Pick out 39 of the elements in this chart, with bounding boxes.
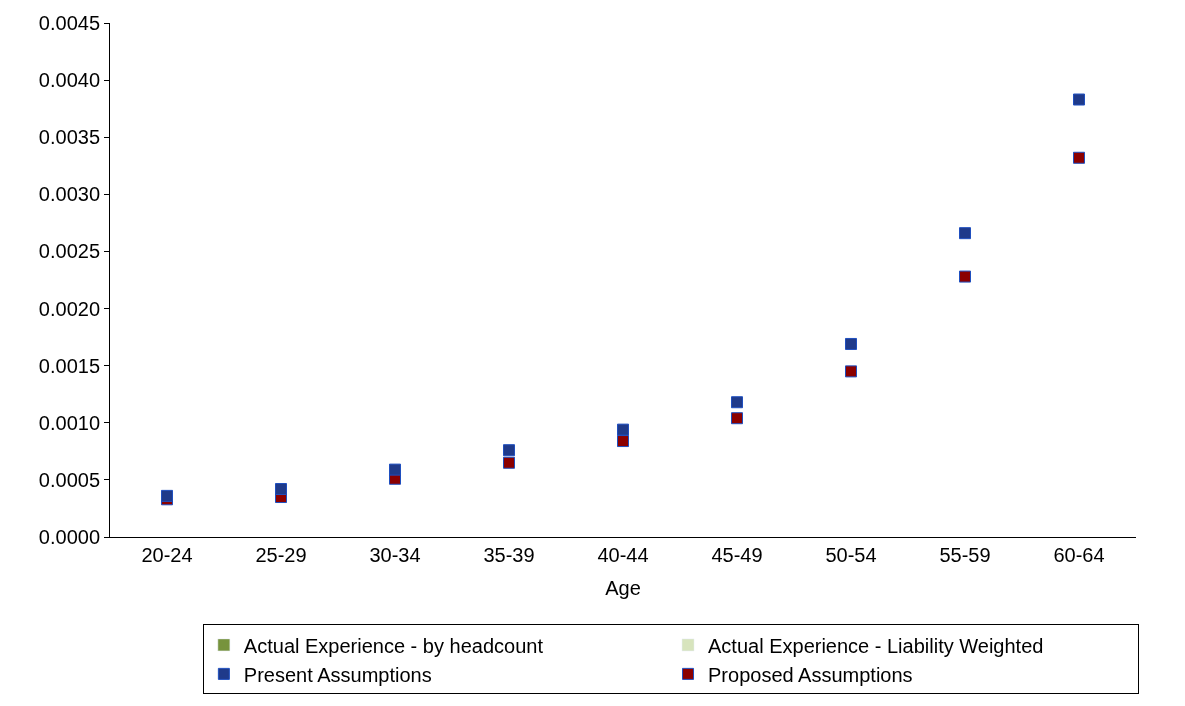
x-tick-label: 40-44 [597, 544, 649, 566]
x-tick-label: 35-39 [483, 544, 535, 566]
y-tick-label: 0.0005 [38, 468, 100, 491]
point [731, 396, 743, 409]
x-tick-label: 30-34 [369, 544, 421, 566]
x-tick-label: 20-24 [141, 544, 193, 566]
point [503, 456, 515, 469]
point [389, 463, 401, 476]
x-axis-title: Age [605, 576, 641, 599]
point [731, 412, 743, 425]
point [161, 489, 173, 502]
y-tick-label: 0.0015 [38, 354, 100, 377]
point [503, 444, 515, 457]
point [845, 337, 857, 350]
y-tick-label: 0.0010 [38, 411, 100, 434]
legend-label: Actual Experience - by headcount [243, 634, 544, 657]
y-tick-label: 0.0035 [38, 126, 100, 149]
y-tick-label: 0.0020 [38, 297, 100, 320]
point [1073, 93, 1085, 106]
y-tick-label: 0.0040 [38, 69, 100, 92]
legend-label: Actual Experience - Liability Weighted [708, 634, 1044, 657]
point [275, 483, 287, 496]
point [617, 435, 629, 448]
legend-label: Present Assumptions [243, 663, 432, 686]
x-tick-label: 60-64 [1053, 544, 1105, 566]
x-tick-label: 50-54 [825, 544, 877, 566]
point [959, 227, 971, 240]
y-tick-label: 0.0045 [38, 12, 100, 34]
point [617, 423, 629, 436]
y-tick-label: 0.0025 [38, 240, 100, 263]
y-tick-label: 0.0000 [38, 526, 100, 548]
x-tick-label: 45-49 [711, 544, 763, 566]
point [845, 365, 857, 378]
point [1073, 151, 1085, 164]
legend-label: Proposed Assumptions [708, 663, 913, 686]
x-tick-label: 55-59 [939, 544, 991, 566]
y-tick-label: 0.0030 [38, 183, 100, 206]
x-tick-label: 25-29 [255, 544, 307, 566]
point [959, 270, 971, 283]
